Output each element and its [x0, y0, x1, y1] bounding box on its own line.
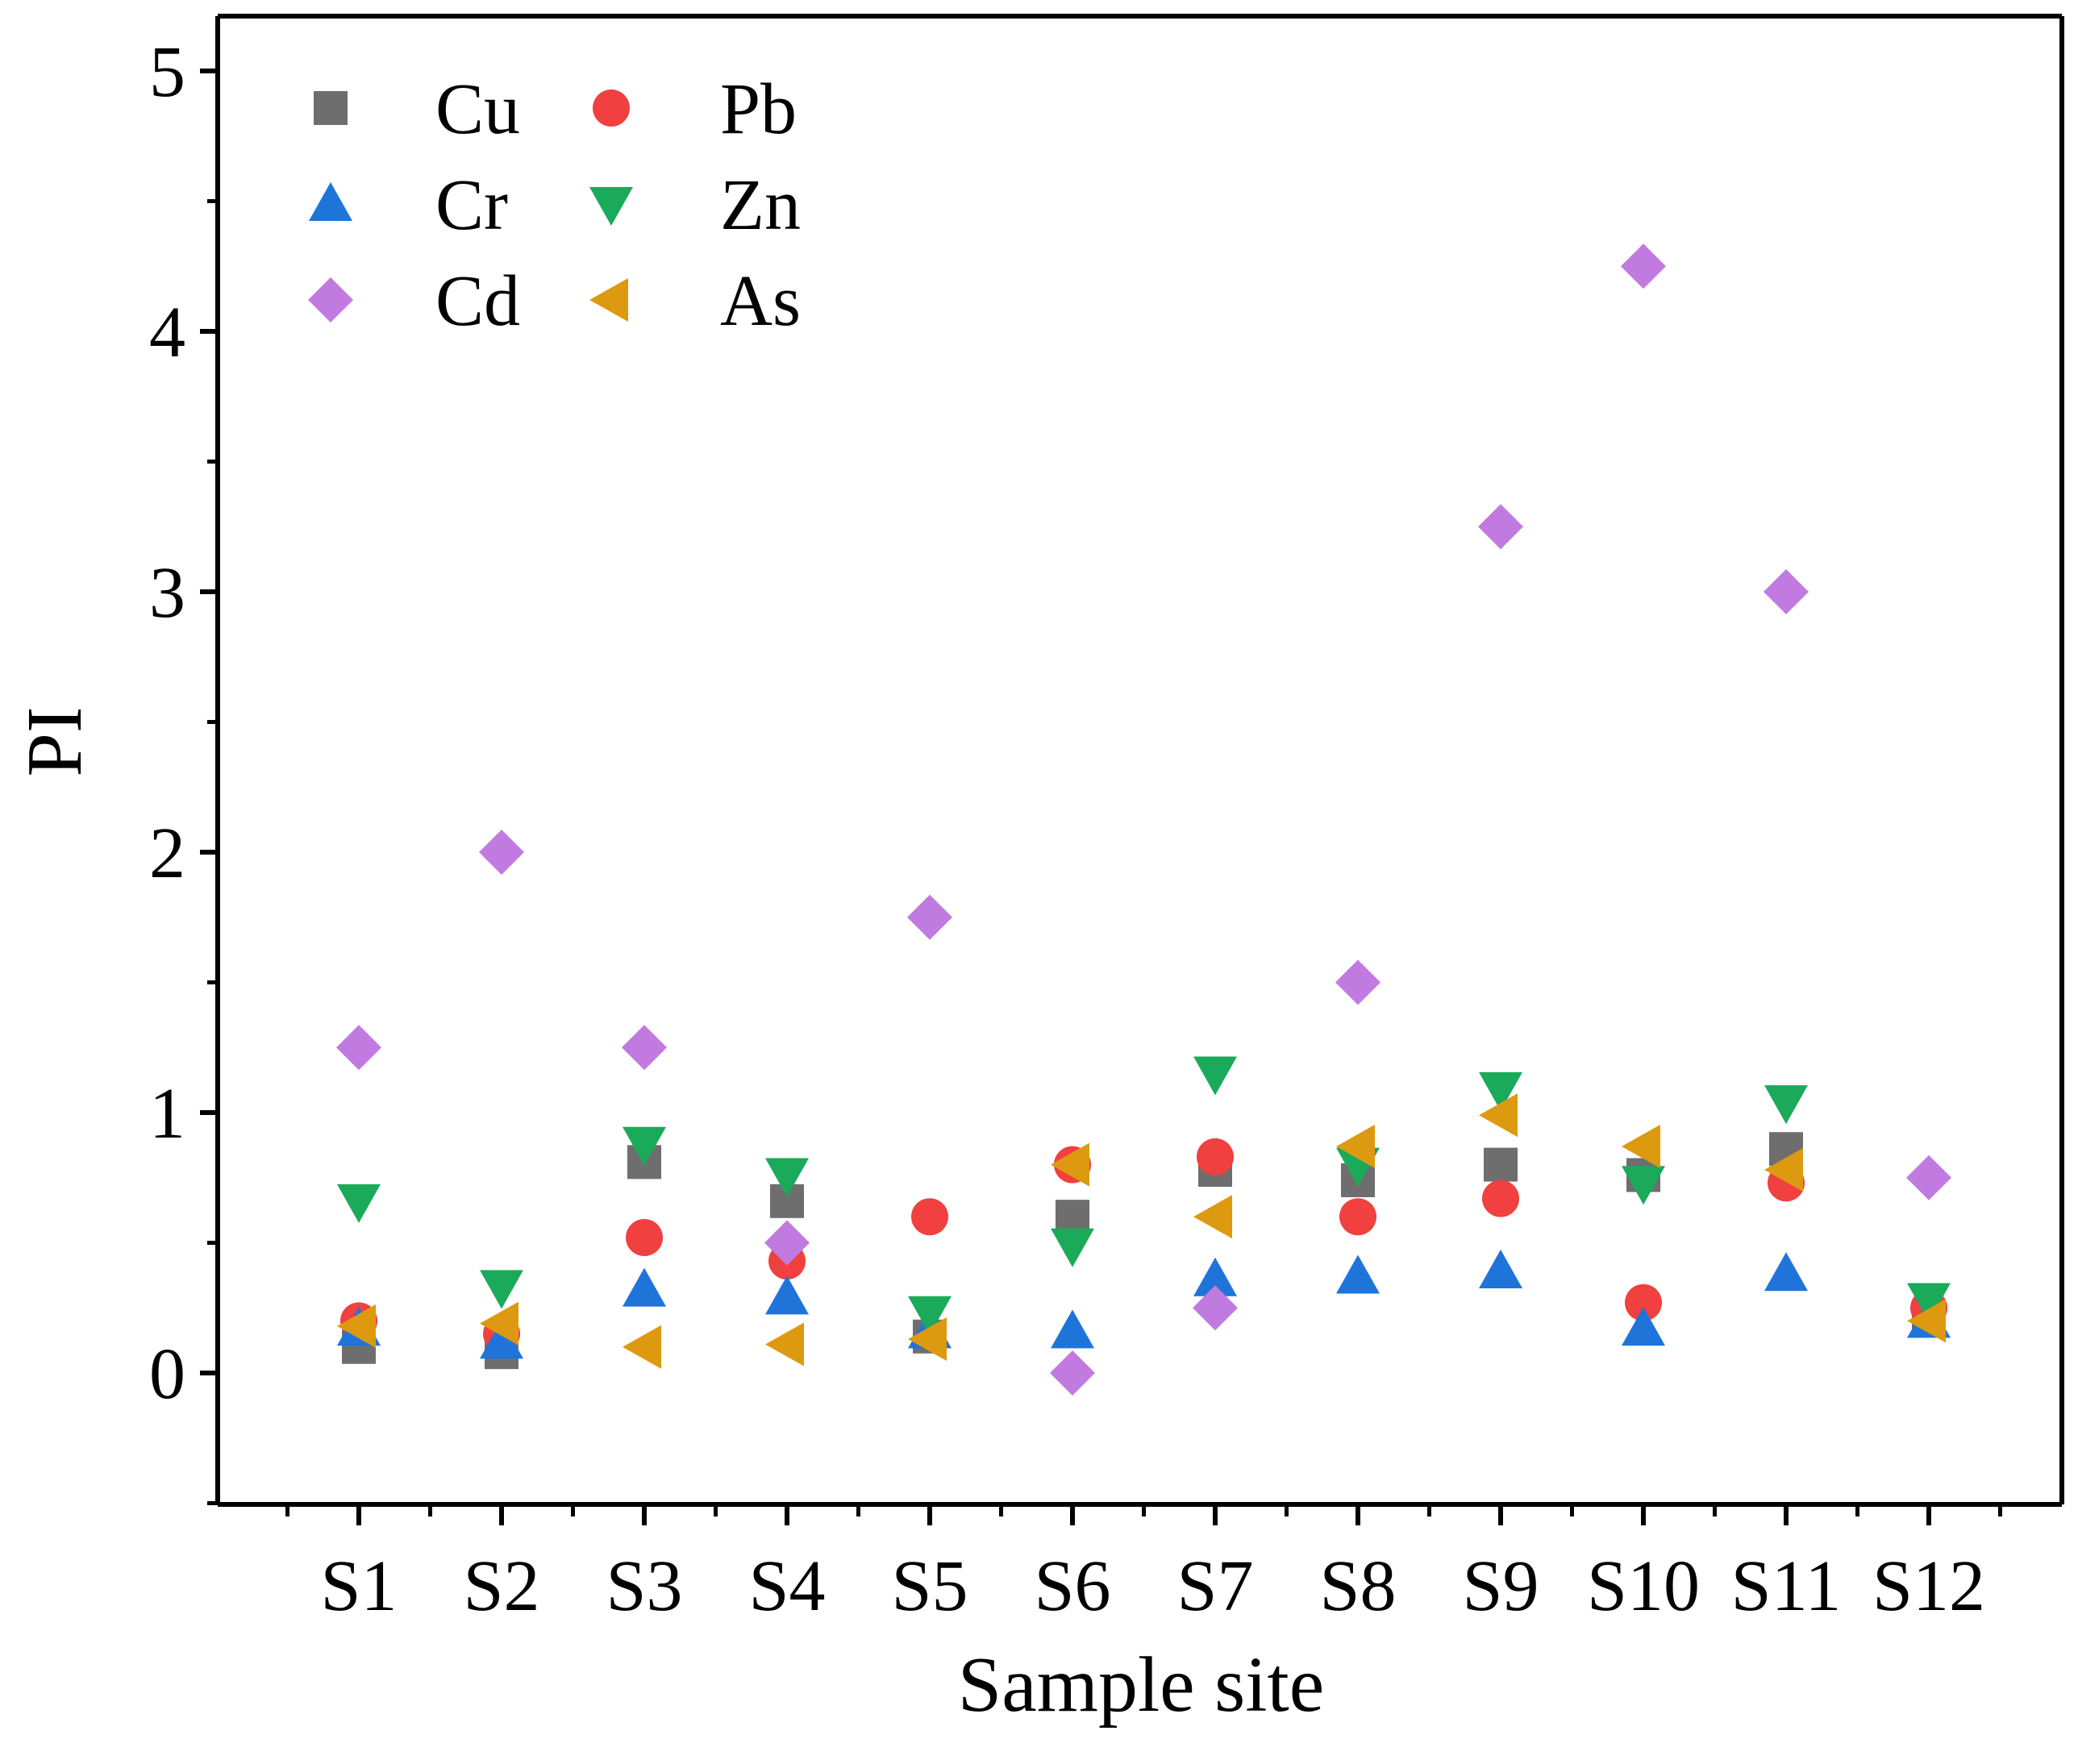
series-cu	[342, 1132, 1946, 1370]
point-zn-s5	[908, 1296, 952, 1335]
point-cd-s8	[1335, 959, 1380, 1005]
point-as-s11	[1764, 1148, 1803, 1192]
y-tick-label: 0	[149, 1334, 185, 1414]
point-as-s1	[337, 1304, 376, 1348]
point-cd-s5	[907, 894, 952, 940]
x-tick-label: S11	[1731, 1546, 1842, 1626]
point-pb-s5	[911, 1198, 948, 1236]
point-cu-s9	[1484, 1147, 1518, 1182]
legend-marker-cu	[314, 91, 348, 125]
point-cd-s12	[1906, 1155, 1951, 1200]
legend-marker-as	[589, 278, 628, 322]
point-cd-s2	[479, 830, 524, 875]
point-cu-s6	[1056, 1200, 1089, 1234]
point-cr-s4	[765, 1275, 809, 1315]
point-zn-s4	[765, 1158, 809, 1197]
point-cr-s2	[480, 1320, 523, 1359]
series-cd	[336, 243, 1951, 1396]
point-zn-s12	[1907, 1283, 1951, 1322]
x-tick-label: S9	[1462, 1546, 1539, 1626]
point-cd-s1	[336, 1025, 381, 1071]
legend-marker-zn	[589, 187, 633, 226]
point-zn-s11	[1764, 1085, 1808, 1125]
y-tick-label: 3	[149, 553, 185, 633]
point-zn-s2	[480, 1270, 523, 1309]
point-pb-s3	[626, 1219, 663, 1257]
point-as-s12	[1907, 1299, 1946, 1343]
series-cr	[337, 1250, 1951, 1359]
series-zn	[337, 1056, 1951, 1335]
point-as-s8	[1336, 1124, 1375, 1168]
point-as-s9	[1479, 1093, 1518, 1138]
y-axis-title: PI	[11, 706, 98, 776]
x-tick-label: S12	[1872, 1546, 1985, 1626]
y-ticks: 0 1 2 3 4 5	[149, 32, 218, 1505]
x-tick-label: S10	[1587, 1546, 1700, 1626]
point-pb-s8	[1339, 1198, 1376, 1236]
point-as-s6	[1051, 1142, 1089, 1187]
x-tick-label: S4	[748, 1546, 825, 1626]
y-tick-label: 4	[149, 293, 185, 372]
x-tick-label: S6	[1034, 1546, 1110, 1626]
point-zn-s1	[337, 1184, 381, 1223]
point-pb-s10	[1625, 1283, 1662, 1321]
plot-area	[215, 14, 2064, 1507]
legend-label-zn: Zn	[720, 165, 801, 245]
point-cd-s7	[1193, 1285, 1238, 1331]
legend-label-as: As	[720, 261, 801, 341]
x-ticks: S1 S2 S3 S4 S5 S6 S7 S8 S9 S10 S11 S12	[285, 1504, 2002, 1626]
point-cd-s3	[622, 1025, 667, 1071]
point-cr-s6	[1051, 1309, 1094, 1349]
x-tick-label: S3	[606, 1546, 682, 1626]
legend-label-cr: Cr	[435, 165, 508, 245]
legend-label-cu: Cu	[435, 69, 520, 149]
y-tick-label: 1	[149, 1074, 185, 1154]
point-cr-s9	[1479, 1250, 1522, 1289]
point-cr-s3	[623, 1267, 666, 1307]
point-as-s3	[623, 1325, 661, 1369]
point-cd-s11	[1764, 569, 1809, 614]
point-as-s5	[908, 1317, 947, 1362]
legend-marker-cd	[308, 277, 353, 322]
data-markers	[336, 243, 1951, 1396]
point-zn-s7	[1193, 1056, 1237, 1096]
x-tick-label: S5	[891, 1546, 968, 1626]
x-axis-title: Sample site	[958, 1641, 1325, 1729]
x-tick-label: S7	[1176, 1546, 1253, 1626]
point-as-s10	[1622, 1124, 1660, 1168]
point-as-s4	[765, 1322, 804, 1367]
series-pb	[340, 1138, 1947, 1353]
y-tick-label: 2	[149, 813, 185, 893]
x-tick-label: S1	[320, 1546, 397, 1626]
point-cr-s8	[1336, 1254, 1380, 1294]
legend-label-pb: Pb	[720, 69, 797, 149]
legend-label-cd: Cd	[435, 261, 520, 341]
point-pb-s9	[1482, 1179, 1519, 1217]
point-cr-s11	[1764, 1252, 1808, 1292]
point-pb-s7	[1197, 1138, 1234, 1175]
point-cd-s9	[1478, 504, 1523, 550]
legend: Cu Pb Cr Zn Cd As	[308, 69, 801, 341]
point-zn-s3	[623, 1126, 666, 1166]
point-cr-s7	[1193, 1257, 1237, 1296]
x-tick-label: S8	[1319, 1546, 1396, 1626]
series-as	[337, 1093, 1946, 1369]
legend-marker-cr	[309, 182, 352, 221]
point-cd-s4	[764, 1220, 810, 1266]
point-cd-s10	[1621, 243, 1666, 289]
point-as-s2	[480, 1301, 518, 1346]
point-zn-s10	[1622, 1166, 1665, 1205]
x-tick-label: S2	[463, 1546, 539, 1626]
point-zn-s9	[1479, 1071, 1522, 1111]
point-cd-s6	[1050, 1350, 1095, 1396]
legend-marker-pb	[593, 89, 630, 127]
point-as-s7	[1193, 1195, 1232, 1239]
point-zn-s6	[1051, 1228, 1094, 1267]
point-cr-s10	[1622, 1307, 1665, 1346]
y-tick-label: 5	[149, 32, 185, 112]
